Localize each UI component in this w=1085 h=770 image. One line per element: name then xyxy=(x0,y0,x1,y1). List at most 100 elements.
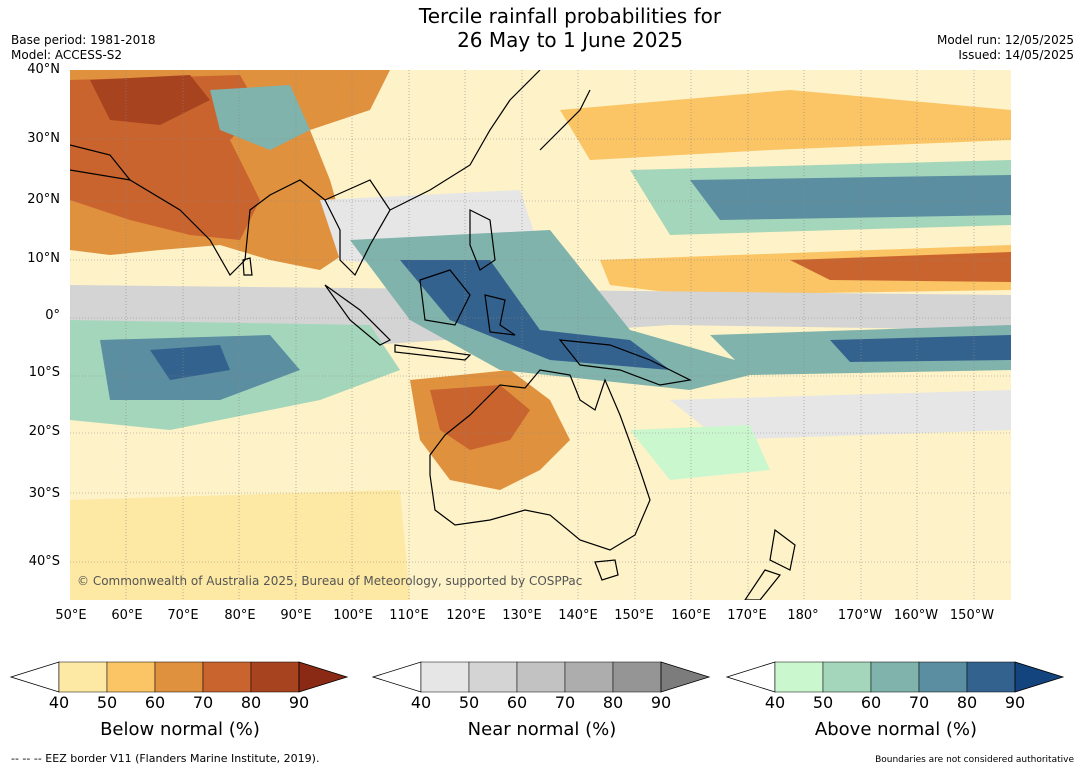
below-swatch-60 xyxy=(154,661,204,693)
above-tick-70: 70 xyxy=(908,693,930,712)
chart-title: Tercile rainfall probabilities for 26 Ma… xyxy=(0,4,1085,52)
himalaya-dry-core xyxy=(90,75,210,125)
himalaya-wet xyxy=(210,85,310,150)
lon-label-60e: 60°E xyxy=(111,608,143,623)
south-pacific-wet-core xyxy=(830,335,1011,362)
below-swatch-90-arrow xyxy=(298,661,349,693)
near-tick-90: 90 xyxy=(650,693,672,712)
near-swatch-80 xyxy=(612,661,662,693)
near-swatch-70 xyxy=(564,661,614,693)
lon-label-180: 180° xyxy=(787,608,819,623)
near-swatch-90-arrow xyxy=(660,661,711,693)
near-swatch-40 xyxy=(420,661,470,693)
boundary-disclaimer: Boundaries are not considered authoritat… xyxy=(875,755,1074,765)
above-tick-50: 50 xyxy=(812,693,834,712)
maritime-wet-core xyxy=(400,260,670,370)
sri-lanka-coast xyxy=(242,257,253,276)
lon-label-50e: 50°E xyxy=(55,608,87,623)
below-swatch-70 xyxy=(202,661,252,693)
title-line-1: Tercile rainfall probabilities for xyxy=(418,4,722,28)
lat-label-20n: 20°N xyxy=(27,192,60,207)
near-tick-50: 50 xyxy=(458,693,480,712)
below-tick-90: 90 xyxy=(288,693,310,712)
near-normal-label: Near normal (%) xyxy=(467,719,617,740)
model-run: Model run: 12/05/2025 xyxy=(936,33,1074,47)
above-swatch-90-arrow xyxy=(1014,661,1065,693)
below-tick-80: 80 xyxy=(240,693,262,712)
above-swatch-50 xyxy=(822,661,872,693)
lon-label-120e: 120°E xyxy=(446,608,486,623)
below-normal-regions xyxy=(70,70,1011,600)
china-coast xyxy=(389,70,541,211)
above-normal-colorbar xyxy=(726,661,1065,693)
near-swatch-50 xyxy=(468,661,518,693)
graticule xyxy=(70,70,1011,600)
lon-label-140e: 140°E xyxy=(558,608,598,623)
philippines-coast xyxy=(469,209,496,271)
below-tick-50: 50 xyxy=(96,693,118,712)
lon-label-170w: 170°W xyxy=(837,608,883,623)
north-pacific-wet-core xyxy=(690,175,1011,220)
sumatra-coast xyxy=(324,284,392,346)
lat-label-40n: 40°N xyxy=(27,62,60,77)
indochina-coast xyxy=(324,179,391,277)
near-tick-40: 40 xyxy=(410,693,432,712)
lon-label-70e: 70°E xyxy=(167,608,199,623)
below-normal-swatches xyxy=(58,661,300,693)
lat-label-30n: 30°N xyxy=(27,131,60,146)
below-normal-label: Below normal (%) xyxy=(100,719,260,740)
java-coast xyxy=(394,344,472,361)
below-swatch-50 xyxy=(106,661,156,693)
new-guinea-coast xyxy=(558,339,692,386)
lon-label-100e: 100°E xyxy=(333,608,373,623)
lat-label-20s: 20°S xyxy=(28,424,60,439)
near-tick-70: 70 xyxy=(554,693,576,712)
near-swatch-60 xyxy=(516,661,566,693)
lat-label-10n: 10°N xyxy=(27,251,60,266)
lon-label-150w: 150°W xyxy=(949,608,995,623)
below-normal-colorbar xyxy=(10,661,349,693)
pacific-dry-core xyxy=(790,252,1011,282)
above-swatch-60 xyxy=(870,661,920,693)
meta-right: Model run: 12/05/2025 Issued: 14/05/2025 xyxy=(937,33,1074,63)
lon-label-90e: 90°E xyxy=(280,608,312,623)
rainfall-map[interactable] xyxy=(70,70,1011,600)
lon-label-150e: 150°E xyxy=(614,608,654,623)
below-swatch-80 xyxy=(250,661,300,693)
meta-left: Base period: 1981-2018 Model: ACCESS-S2 xyxy=(11,33,156,63)
new-zealand-north xyxy=(769,528,796,571)
copyright-text: © Commonwealth of Australia 2025, Bureau… xyxy=(77,574,583,588)
below-swatch-40 xyxy=(58,661,108,693)
below-tick-70: 70 xyxy=(192,693,214,712)
above-swatch-70 xyxy=(918,661,968,693)
north-pacific-dry xyxy=(560,90,1011,160)
above-swatch-40 xyxy=(774,661,824,693)
australia-dry-core xyxy=(430,385,530,450)
above-tick-80: 80 xyxy=(956,693,978,712)
borneo-coast xyxy=(419,269,471,326)
lat-label-40s: 40°S xyxy=(28,554,60,569)
south-indian-ocean-dry xyxy=(70,490,410,600)
lon-label-130e: 130°E xyxy=(502,608,542,623)
eez-border-note: -- -- -- EEZ border V11 (Flanders Marine… xyxy=(11,752,320,765)
japan-coast xyxy=(539,89,591,151)
above-tick-90: 90 xyxy=(1004,693,1026,712)
lon-label-110e: 110°E xyxy=(389,608,429,623)
below-tick-60: 60 xyxy=(144,693,166,712)
arabia-coast xyxy=(70,144,131,181)
near-tick-60: 60 xyxy=(506,693,528,712)
below-tick-40: 40 xyxy=(48,693,70,712)
lat-label-0: 0° xyxy=(45,308,60,323)
tasman-wet xyxy=(630,425,770,480)
indian-ocean-wet-deep xyxy=(150,345,230,380)
above-tick-60: 60 xyxy=(860,693,882,712)
above-tick-40: 40 xyxy=(764,693,786,712)
new-zealand-south xyxy=(744,569,782,600)
coastlines xyxy=(70,70,796,600)
above-normal-regions xyxy=(70,85,1011,480)
issued-date: Issued: 14/05/2025 xyxy=(958,48,1074,62)
india-coast xyxy=(70,169,326,276)
lat-label-30s: 30°S xyxy=(28,486,60,501)
model-name: Model: ACCESS-S2 xyxy=(11,48,123,62)
base-period: Base period: 1981-2018 xyxy=(11,33,156,47)
